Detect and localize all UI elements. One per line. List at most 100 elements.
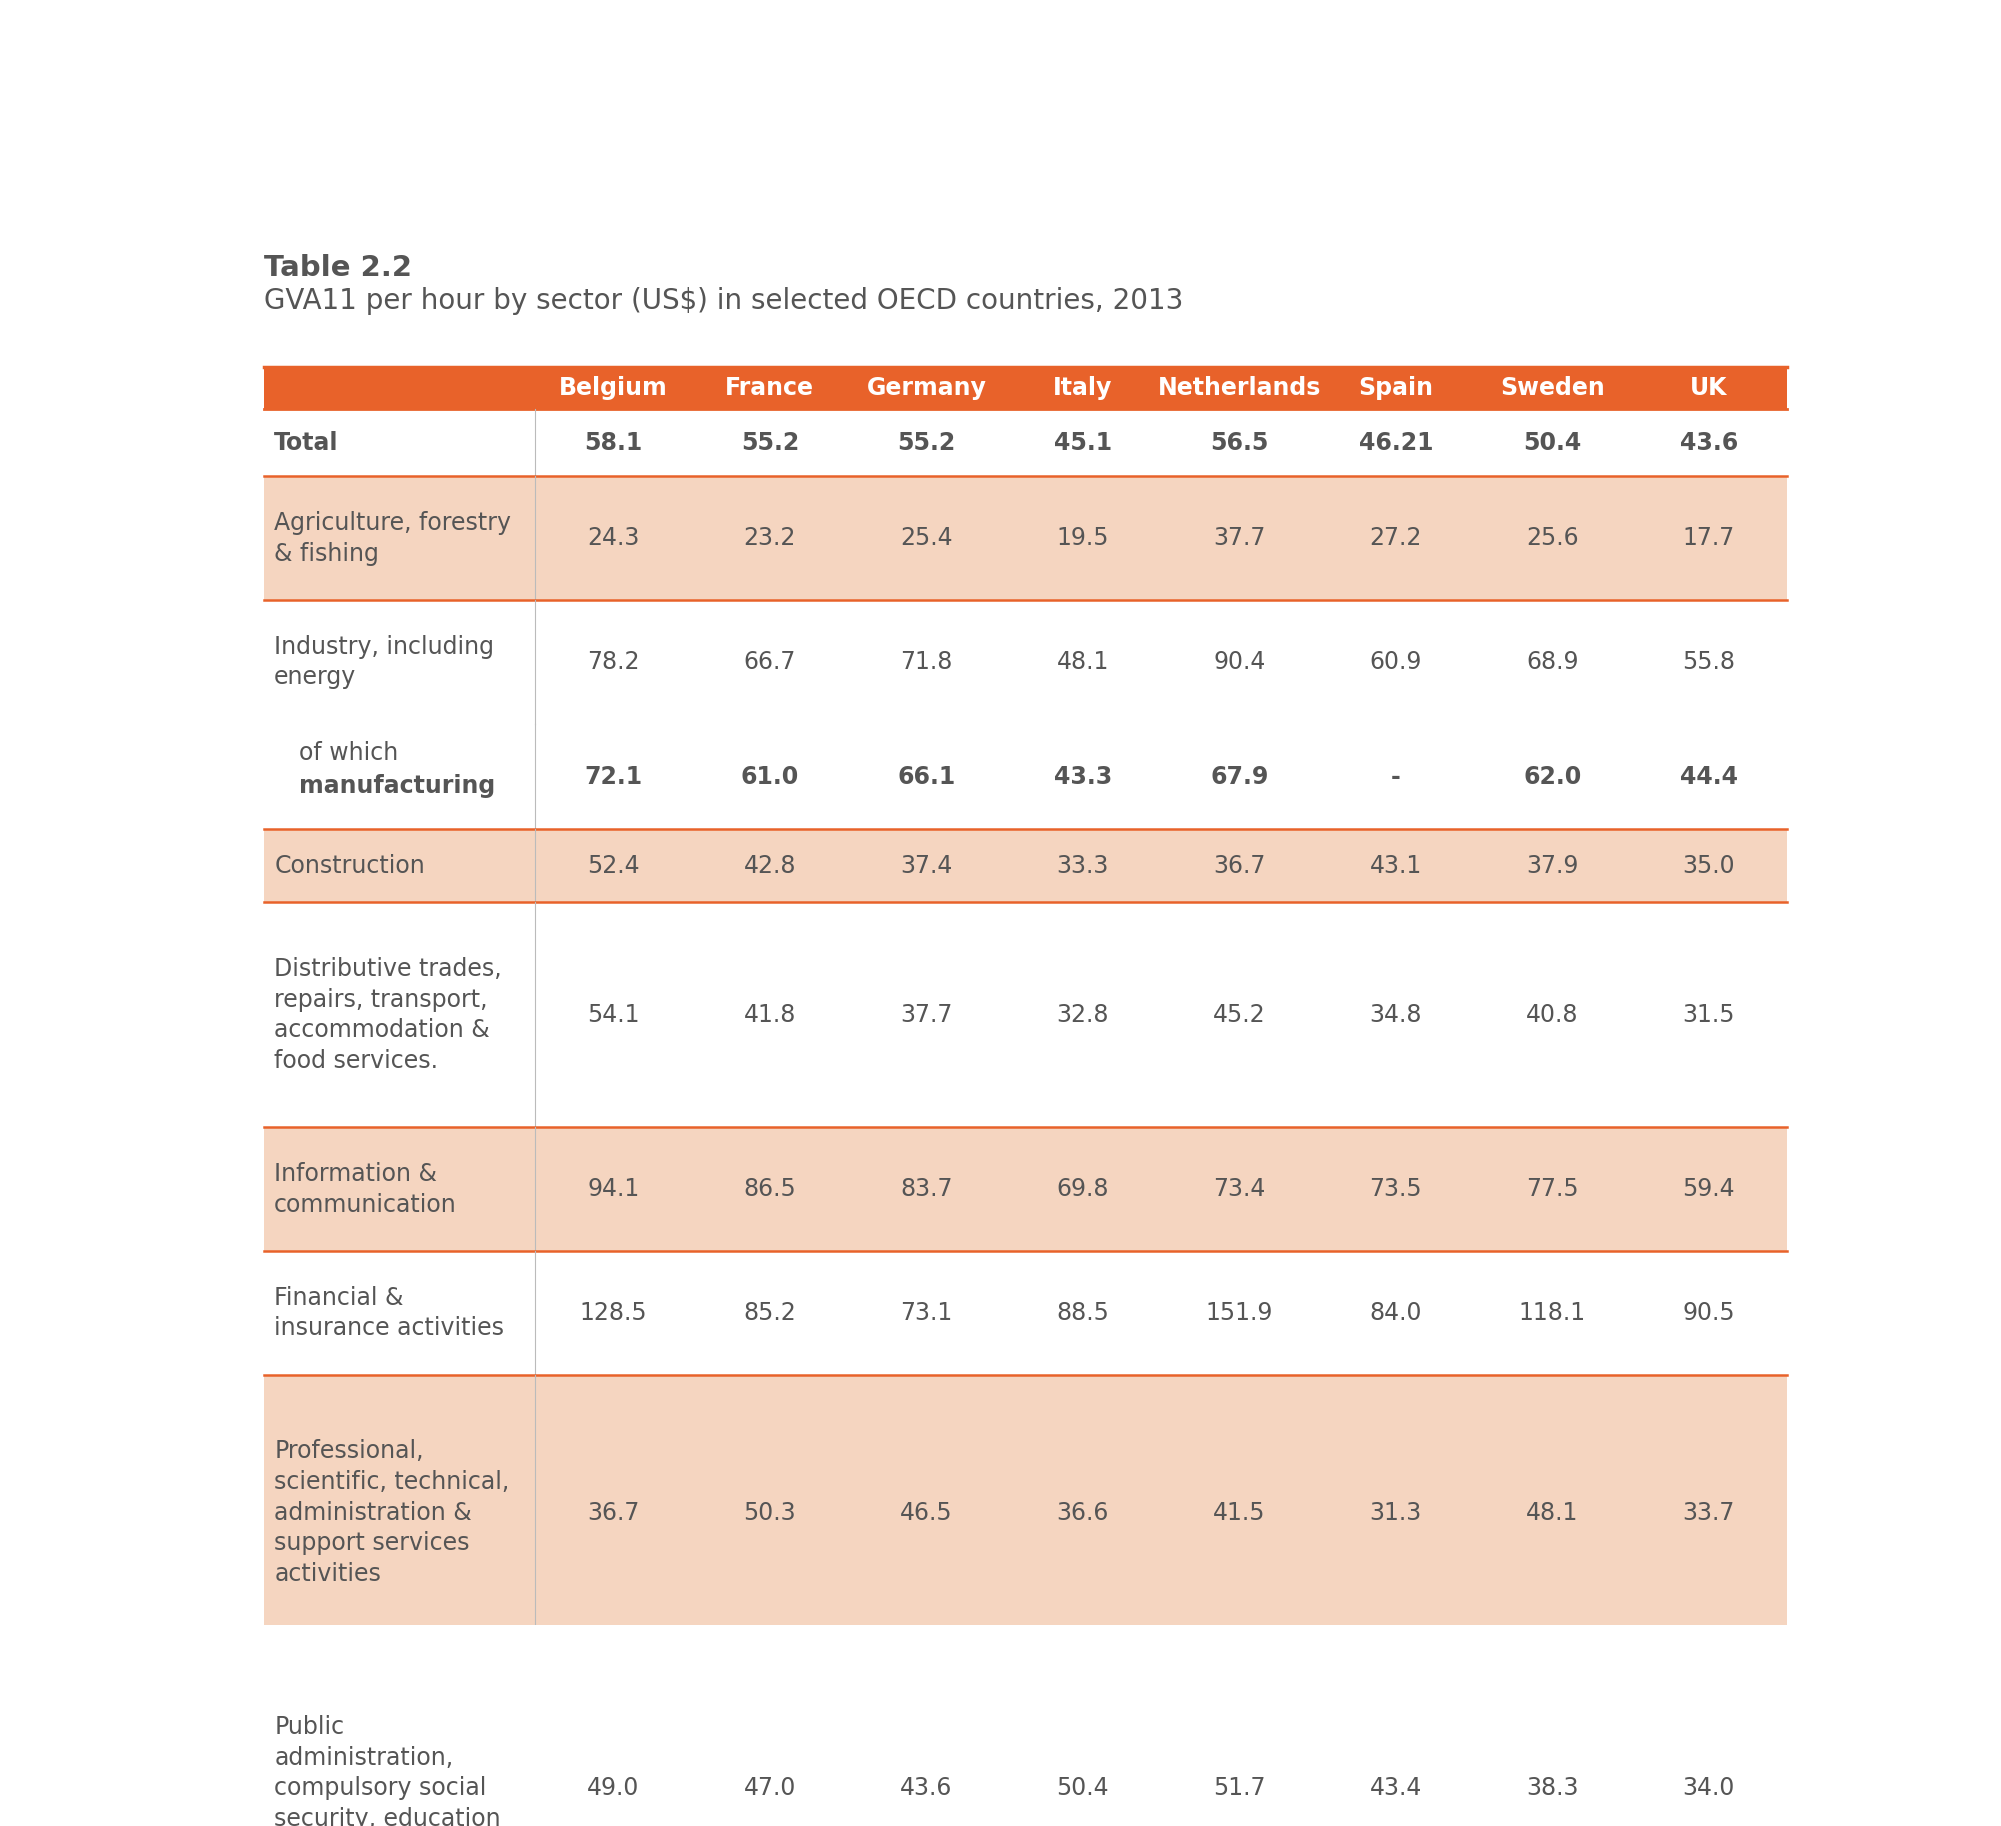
Text: 83.7: 83.7 xyxy=(900,1178,952,1202)
Text: 118.1: 118.1 xyxy=(1519,1300,1587,1326)
Text: 71.8: 71.8 xyxy=(900,650,952,674)
Text: 66.1: 66.1 xyxy=(896,765,954,789)
Text: 27.2: 27.2 xyxy=(1369,526,1423,550)
Text: 49.0: 49.0 xyxy=(586,1777,640,1800)
Text: Italy: Italy xyxy=(1053,376,1113,400)
Text: UK: UK xyxy=(1691,376,1727,400)
Text: 55.2: 55.2 xyxy=(896,431,954,455)
Text: 54.1: 54.1 xyxy=(586,1002,640,1026)
Bar xyxy=(264,829,1787,902)
Text: 68.9: 68.9 xyxy=(1527,650,1579,674)
Text: 37.7: 37.7 xyxy=(900,1002,952,1026)
Text: 17.7: 17.7 xyxy=(1683,526,1735,550)
Text: 41.8: 41.8 xyxy=(744,1002,796,1026)
Text: 69.8: 69.8 xyxy=(1057,1178,1109,1202)
Text: 31.5: 31.5 xyxy=(1683,1002,1735,1026)
Text: 19.5: 19.5 xyxy=(1057,526,1109,550)
Text: 37.9: 37.9 xyxy=(1527,855,1579,878)
Text: Professional,
scientific, technical,
administration &
support services
activitie: Professional, scientific, technical, adm… xyxy=(274,1439,510,1587)
Text: 84.0: 84.0 xyxy=(1369,1300,1423,1326)
Text: -: - xyxy=(1391,765,1401,789)
Text: 34.0: 34.0 xyxy=(1683,1777,1735,1800)
Text: Financial &
insurance activities: Financial & insurance activities xyxy=(274,1286,504,1340)
Text: 51.7: 51.7 xyxy=(1213,1777,1265,1800)
Text: 25.6: 25.6 xyxy=(1527,526,1579,550)
Text: 78.2: 78.2 xyxy=(586,650,640,674)
Text: 41.5: 41.5 xyxy=(1213,1501,1265,1525)
Text: GVA11 per hour by sector (US$) in selected OECD countries, 2013: GVA11 per hour by sector (US$) in select… xyxy=(264,287,1183,314)
Text: 40.8: 40.8 xyxy=(1527,1002,1579,1026)
Text: Information &
communication: Information & communication xyxy=(274,1161,456,1216)
Text: 94.1: 94.1 xyxy=(586,1178,640,1202)
Text: France: France xyxy=(724,376,814,400)
Text: 90.4: 90.4 xyxy=(1213,650,1265,674)
Text: Industry, including
energy: Industry, including energy xyxy=(274,635,494,690)
Text: 43.6: 43.6 xyxy=(1679,431,1737,455)
Bar xyxy=(264,1127,1787,1251)
Bar xyxy=(264,1251,1787,1375)
Text: 128.5: 128.5 xyxy=(580,1300,646,1326)
Bar xyxy=(264,601,1787,723)
Text: 46.5: 46.5 xyxy=(900,1501,952,1525)
Text: Total: Total xyxy=(274,431,338,455)
Text: 73.4: 73.4 xyxy=(1213,1178,1265,1202)
Text: 33.7: 33.7 xyxy=(1683,1501,1735,1525)
Text: 24.3: 24.3 xyxy=(586,526,640,550)
Text: Table 2.2: Table 2.2 xyxy=(264,254,412,283)
Text: 43.6: 43.6 xyxy=(900,1777,952,1800)
Text: Sweden: Sweden xyxy=(1501,376,1605,400)
Text: 88.5: 88.5 xyxy=(1057,1300,1109,1326)
Bar xyxy=(264,477,1787,601)
Text: 86.5: 86.5 xyxy=(744,1178,796,1202)
Text: 32.8: 32.8 xyxy=(1057,1002,1109,1026)
Text: 55.2: 55.2 xyxy=(740,431,798,455)
Text: Agriculture, forestry
& fishing: Agriculture, forestry & fishing xyxy=(274,511,510,566)
Text: 36.7: 36.7 xyxy=(586,1501,640,1525)
Text: Germany: Germany xyxy=(866,376,986,400)
Text: manufacturing: manufacturing xyxy=(298,774,494,798)
Text: Belgium: Belgium xyxy=(558,376,668,400)
Text: 50.3: 50.3 xyxy=(744,1501,796,1525)
Text: of which: of which xyxy=(298,741,398,765)
Text: 48.1: 48.1 xyxy=(1057,650,1109,674)
Text: 46.21: 46.21 xyxy=(1359,431,1433,455)
Text: 35.0: 35.0 xyxy=(1683,855,1735,878)
Text: 45.1: 45.1 xyxy=(1055,431,1113,455)
Bar xyxy=(264,367,1787,409)
Text: 34.8: 34.8 xyxy=(1369,1002,1423,1026)
Text: 45.2: 45.2 xyxy=(1213,1002,1265,1026)
Text: 47.0: 47.0 xyxy=(744,1777,796,1800)
Text: 48.1: 48.1 xyxy=(1527,1501,1579,1525)
Text: 43.3: 43.3 xyxy=(1055,765,1113,789)
Bar xyxy=(264,1375,1787,1651)
Text: Public
administration,
compulsory social
security, education
& human health: Public administration, compulsory social… xyxy=(274,1715,500,1826)
Text: 36.6: 36.6 xyxy=(1057,1501,1109,1525)
Text: 23.2: 23.2 xyxy=(744,526,796,550)
Text: 25.4: 25.4 xyxy=(900,526,952,550)
Text: 37.4: 37.4 xyxy=(900,855,952,878)
Text: 33.3: 33.3 xyxy=(1057,855,1109,878)
Text: 55.8: 55.8 xyxy=(1683,650,1735,674)
Text: 77.5: 77.5 xyxy=(1527,1178,1579,1202)
Text: 85.2: 85.2 xyxy=(744,1300,796,1326)
Text: 36.7: 36.7 xyxy=(1213,855,1265,878)
Text: Netherlands: Netherlands xyxy=(1159,376,1321,400)
Bar xyxy=(264,1651,1787,1826)
Text: 38.3: 38.3 xyxy=(1527,1777,1579,1800)
Text: 37.7: 37.7 xyxy=(1213,526,1265,550)
Text: Spain: Spain xyxy=(1359,376,1433,400)
Bar xyxy=(264,723,1787,829)
Text: 60.9: 60.9 xyxy=(1369,650,1423,674)
Text: 67.9: 67.9 xyxy=(1211,765,1269,789)
Text: 52.4: 52.4 xyxy=(586,855,640,878)
Text: 43.1: 43.1 xyxy=(1369,855,1423,878)
Text: Distributive trades,
repairs, transport,
accommodation &
food services.: Distributive trades, repairs, transport,… xyxy=(274,957,502,1074)
Bar xyxy=(264,902,1787,1127)
Text: 31.3: 31.3 xyxy=(1369,1501,1423,1525)
Text: 62.0: 62.0 xyxy=(1523,765,1581,789)
Text: 50.4: 50.4 xyxy=(1523,431,1581,455)
Text: 90.5: 90.5 xyxy=(1683,1300,1735,1326)
Text: Construction: Construction xyxy=(274,855,424,878)
Text: 42.8: 42.8 xyxy=(744,855,796,878)
Text: 72.1: 72.1 xyxy=(584,765,642,789)
